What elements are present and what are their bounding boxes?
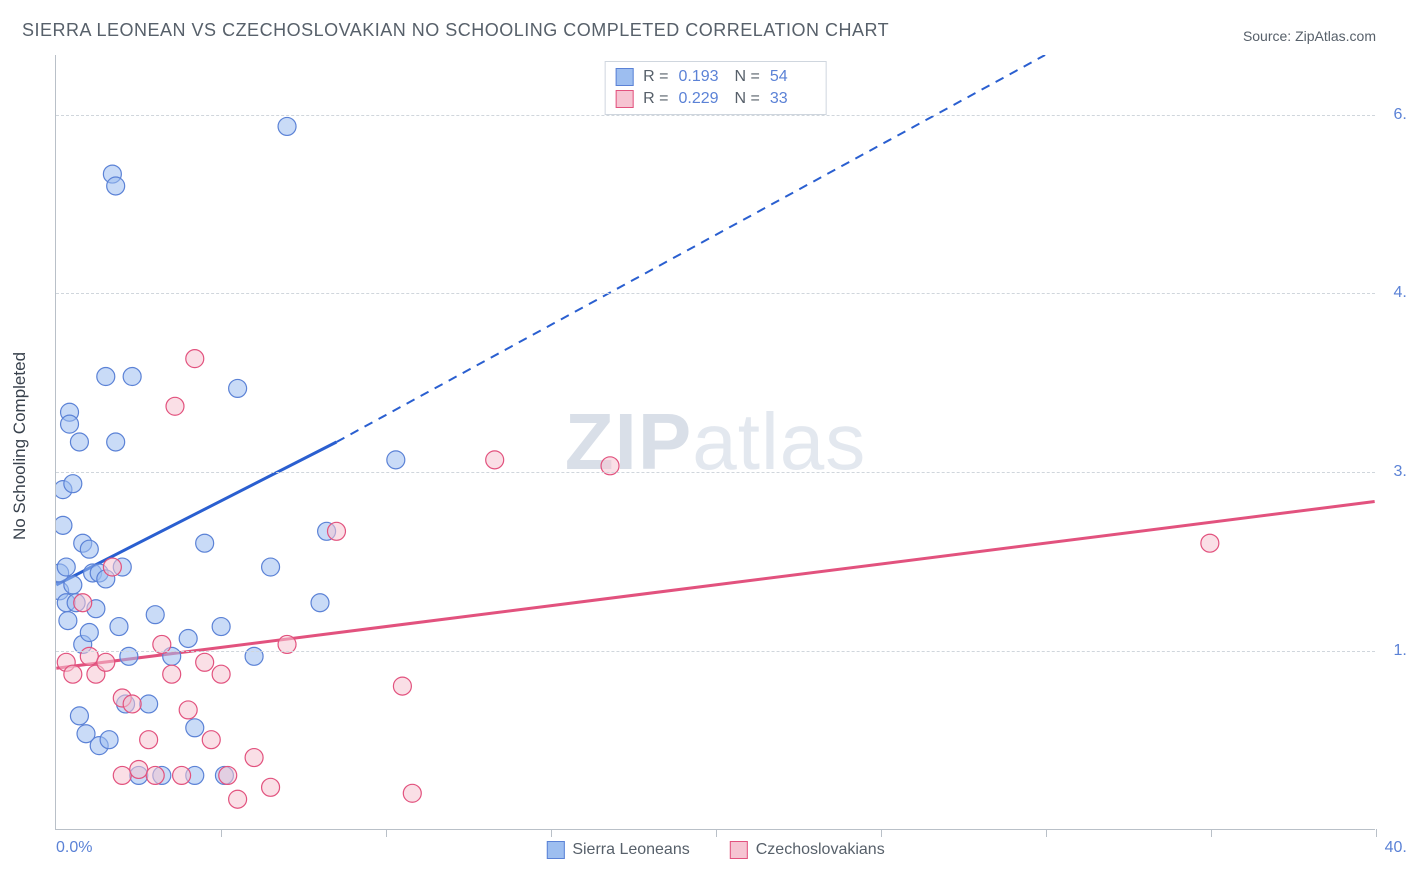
x-tick xyxy=(881,829,882,837)
gridline xyxy=(56,651,1375,652)
x-tick xyxy=(1046,829,1047,837)
swatch-pink-icon xyxy=(730,841,748,859)
stats-r-label: R = xyxy=(643,90,668,108)
y-tick-label: 1.5% xyxy=(1394,642,1406,660)
x-tick xyxy=(1211,829,1212,837)
chart-svg xyxy=(56,55,1375,829)
stats-n-label: N = xyxy=(735,68,760,86)
x-axis-min-label: 0.0% xyxy=(56,839,92,857)
y-axis-title: No Schooling Completed xyxy=(10,352,30,540)
y-tick-label: 4.5% xyxy=(1394,284,1406,302)
x-tick xyxy=(1376,829,1377,837)
swatch-pink xyxy=(615,90,633,108)
x-tick xyxy=(551,829,552,837)
stats-r-value-pink: 0.229 xyxy=(679,90,725,108)
stats-legend-box: R = 0.193 N = 54 R = 0.229 N = 33 xyxy=(604,61,827,115)
x-tick xyxy=(221,829,222,837)
x-tick xyxy=(386,829,387,837)
source-attribution: Source: ZipAtlas.com xyxy=(1243,28,1376,44)
legend-item-pink: Czechoslovakians xyxy=(730,841,885,859)
x-tick xyxy=(716,829,717,837)
y-tick-label: 6.0% xyxy=(1394,106,1406,124)
plot-area: ZIPatlas R = 0.193 N = 54 R = 0.229 N = … xyxy=(55,55,1375,830)
stats-n-label: N = xyxy=(735,90,760,108)
legend-label-blue: Sierra Leoneans xyxy=(572,841,689,859)
stats-row-pink: R = 0.229 N = 33 xyxy=(615,88,816,110)
stats-n-value-pink: 33 xyxy=(770,90,816,108)
gridline xyxy=(56,472,1375,473)
bottom-legend: Sierra Leoneans Czechoslovakians xyxy=(546,841,884,859)
stats-n-value-blue: 54 xyxy=(770,68,816,86)
watermark: ZIPatlas xyxy=(565,396,866,488)
stats-r-value-blue: 0.193 xyxy=(679,68,725,86)
source-label: Source: xyxy=(1243,28,1291,44)
gridline xyxy=(56,293,1375,294)
swatch-blue xyxy=(615,68,633,86)
stats-row-blue: R = 0.193 N = 54 xyxy=(615,66,816,88)
x-axis-max-label: 40.0% xyxy=(1385,839,1406,857)
swatch-blue-icon xyxy=(546,841,564,859)
gridline xyxy=(56,115,1375,116)
stats-r-label: R = xyxy=(643,68,668,86)
chart-title: SIERRA LEONEAN VS CZECHOSLOVAKIAN NO SCH… xyxy=(22,20,889,41)
legend-label-pink: Czechoslovakians xyxy=(756,841,885,859)
y-tick-label: 3.0% xyxy=(1394,463,1406,481)
source-link[interactable]: ZipAtlas.com xyxy=(1295,28,1376,44)
legend-item-blue: Sierra Leoneans xyxy=(546,841,689,859)
